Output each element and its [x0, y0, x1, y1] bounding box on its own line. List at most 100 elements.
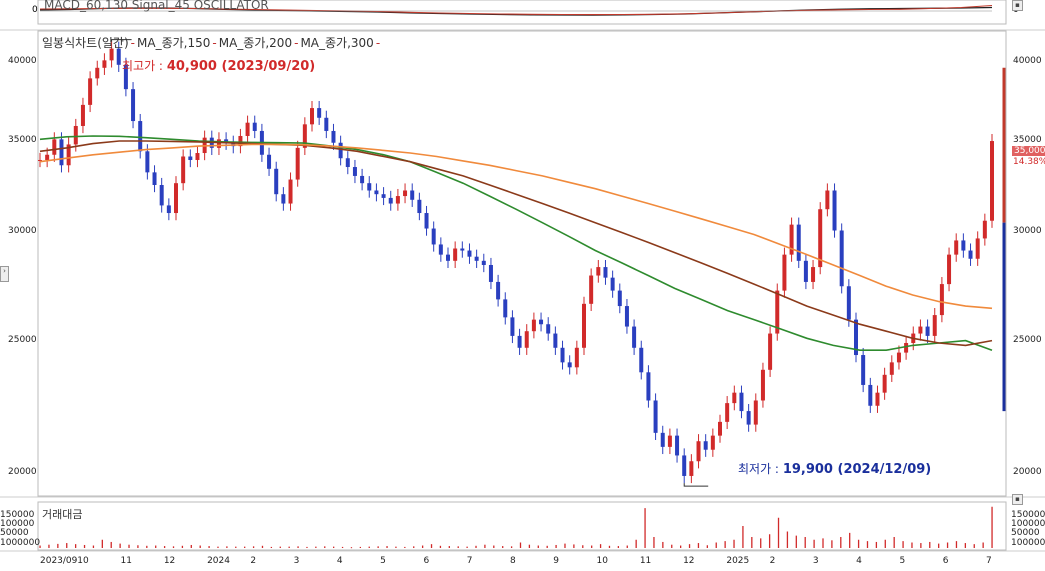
x-tick-label: 11	[639, 556, 652, 566]
volume-bar	[929, 541, 931, 548]
volume-bar	[573, 544, 575, 548]
volume-bar	[591, 545, 593, 548]
candle-body	[796, 224, 801, 261]
volume-bar	[306, 546, 308, 548]
candle-body	[939, 284, 944, 316]
volume-bar	[350, 547, 353, 549]
candle-body	[531, 319, 536, 332]
volume-bar	[368, 546, 370, 548]
volume-tick-label: 150000	[0, 510, 35, 520]
candle-body	[882, 374, 887, 393]
volume-bar	[341, 546, 344, 548]
candle-body	[861, 355, 866, 385]
volume-panel-title: 거래대금	[42, 508, 83, 521]
candle-body	[345, 158, 350, 168]
candle-body	[453, 248, 458, 261]
candle-body	[896, 352, 901, 363]
candle-body	[159, 184, 164, 206]
volume-bar	[528, 544, 531, 548]
ma150-line	[39, 135, 993, 352]
candle-body	[417, 199, 422, 214]
candle-body	[66, 144, 71, 166]
volume-bar	[831, 540, 833, 548]
candle-body	[682, 455, 687, 476]
x-tick-label: 7	[986, 556, 992, 566]
volume-bar	[39, 545, 41, 548]
candle-body	[116, 48, 121, 65]
volume-bar	[635, 539, 637, 548]
volume-bar	[795, 535, 797, 548]
volume-bar	[404, 546, 406, 548]
volume-bar	[466, 546, 468, 548]
volume-bar	[359, 546, 361, 548]
candle-body	[352, 167, 357, 176]
volume-bar	[617, 546, 620, 548]
candle-body	[381, 194, 386, 198]
volume-bars	[39, 506, 993, 549]
candle-body	[624, 306, 629, 327]
candle-body	[181, 156, 186, 184]
y-tick-label: 35000	[8, 135, 37, 146]
volume-bar	[128, 544, 130, 548]
candle-body	[725, 403, 730, 422]
volume-tick-label: 100000	[0, 519, 35, 529]
volume-bar	[920, 543, 922, 548]
volume-bar	[333, 546, 335, 548]
candle-body	[152, 172, 157, 185]
volume-bar	[973, 544, 975, 548]
volume-panel-frame	[37, 501, 1007, 551]
x-tick-label: 2	[769, 556, 776, 566]
candle-body	[195, 153, 200, 160]
volume-bar	[279, 546, 281, 548]
candle-body	[553, 333, 558, 348]
volume-bar	[849, 532, 851, 548]
volume-bar	[493, 545, 495, 548]
volume-bar	[261, 545, 264, 548]
volume-bar	[244, 546, 246, 548]
macd-signal-line	[39, 4, 993, 16]
candle-body	[632, 326, 637, 348]
candle-body	[818, 209, 823, 268]
macd-panel-toggle-button[interactable]: ▪	[1012, 0, 1023, 11]
candle-body	[216, 139, 221, 148]
volume-bar	[421, 545, 424, 548]
volume-bar	[786, 531, 789, 548]
volume-bar	[955, 541, 958, 548]
legend-item-candles[interactable]: 일봉식차트(일간)	[42, 36, 129, 50]
volume-bar	[190, 544, 192, 548]
legend-item-ma300[interactable]: MA_종가,300	[300, 36, 374, 50]
candle-body	[410, 190, 415, 200]
volume-bar	[946, 542, 949, 548]
volume-bar	[83, 544, 86, 548]
left-collapse-button[interactable]: ›	[0, 266, 9, 282]
candle-body	[123, 64, 128, 90]
candle-body	[310, 108, 314, 125]
volume-bar	[644, 508, 646, 548]
candle-body	[990, 141, 994, 221]
volume-bar	[564, 543, 566, 548]
candle-body	[811, 267, 816, 282]
candle-body	[617, 290, 622, 307]
candle-body	[667, 435, 672, 447]
volume-bar	[92, 545, 95, 548]
volume-bar	[760, 538, 762, 548]
volume-bar	[439, 545, 442, 548]
volume-bar	[608, 545, 611, 548]
ma200-line	[39, 140, 993, 347]
candle-body	[904, 343, 909, 353]
volume-bar	[804, 537, 806, 548]
candle-body	[753, 400, 758, 425]
volume-bar	[688, 544, 691, 548]
candle-body	[768, 333, 773, 370]
candle-body	[360, 175, 365, 184]
volume-bar	[226, 546, 228, 548]
volume-panel-toggle-button[interactable]: ▪	[1012, 494, 1023, 505]
legend-item-ma150[interactable]: MA_종가,150	[137, 36, 211, 50]
candle-body	[252, 122, 257, 131]
volume-bar	[840, 537, 842, 548]
volume-bar	[813, 539, 815, 548]
x-tick-label: 4	[336, 556, 343, 566]
legend-item-ma200[interactable]: MA_종가,200	[218, 36, 293, 50]
